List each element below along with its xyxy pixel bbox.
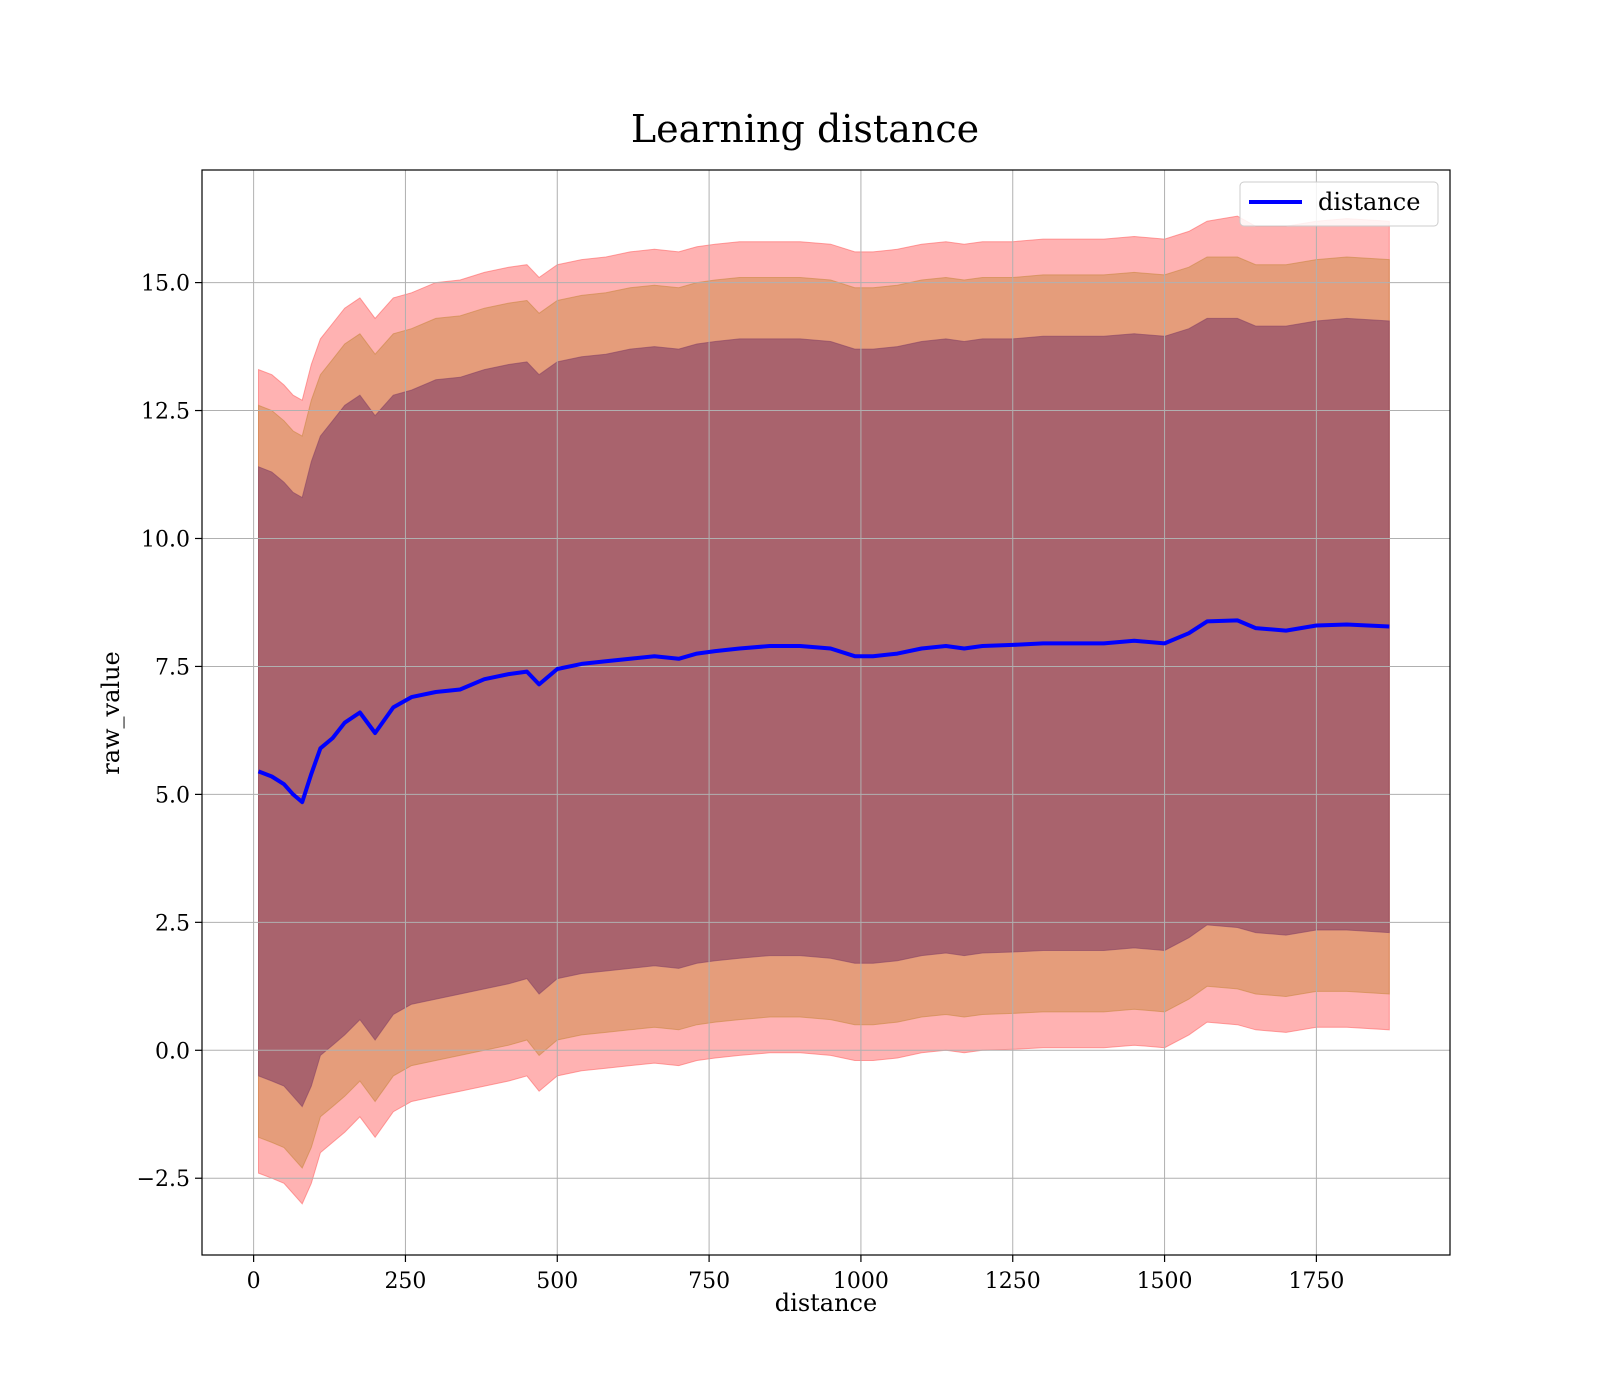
y-tick-label-4: 7.5 bbox=[155, 655, 190, 680]
x-tick-label-1: 250 bbox=[384, 1269, 426, 1294]
x-tick-label-7: 1750 bbox=[1288, 1269, 1344, 1294]
x-tick-label-5: 1250 bbox=[985, 1269, 1041, 1294]
confidence-bands bbox=[258, 215, 1390, 1205]
x-tick-label-2: 500 bbox=[536, 1269, 578, 1294]
x-tick-label-3: 750 bbox=[688, 1269, 730, 1294]
y-tick-label-6: 12.5 bbox=[141, 400, 190, 425]
plot-frame bbox=[201, 169, 1451, 1256]
x-axis-label: distance bbox=[775, 1289, 877, 1317]
band-2 bbox=[258, 317, 1390, 1108]
legend-box bbox=[1239, 181, 1439, 227]
x-tick-label-0: 0 bbox=[247, 1269, 261, 1294]
legend-label-distance: distance bbox=[1318, 188, 1420, 216]
grid-lines bbox=[202, 170, 1450, 1255]
y-tick-label-5: 10.0 bbox=[141, 527, 190, 552]
y-axis-label: raw_value bbox=[97, 651, 125, 775]
x-axis-ticks: 0 250 500 750 1000 1250 1500 1750 bbox=[247, 1255, 1344, 1294]
x-tick-label-6: 1500 bbox=[1137, 1269, 1193, 1294]
y-tick-label-3: 5.0 bbox=[155, 783, 190, 808]
legend: distance bbox=[1239, 181, 1439, 227]
series-lines bbox=[257, 618, 1390, 805]
y-axis-ticks: −2.5 0.0 2.5 5.0 7.5 10.0 12.5 15.0 bbox=[137, 272, 202, 1192]
chart-title: Learning distance bbox=[631, 107, 979, 151]
y-tick-label-2: 2.5 bbox=[155, 911, 190, 936]
series-line-distance bbox=[257, 618, 1390, 805]
y-tick-label-0: −2.5 bbox=[137, 1167, 190, 1192]
y-tick-label-1: 0.0 bbox=[155, 1039, 190, 1064]
x-tick-label-4: 1000 bbox=[833, 1269, 889, 1294]
y-tick-label-7: 15.0 bbox=[141, 272, 190, 297]
